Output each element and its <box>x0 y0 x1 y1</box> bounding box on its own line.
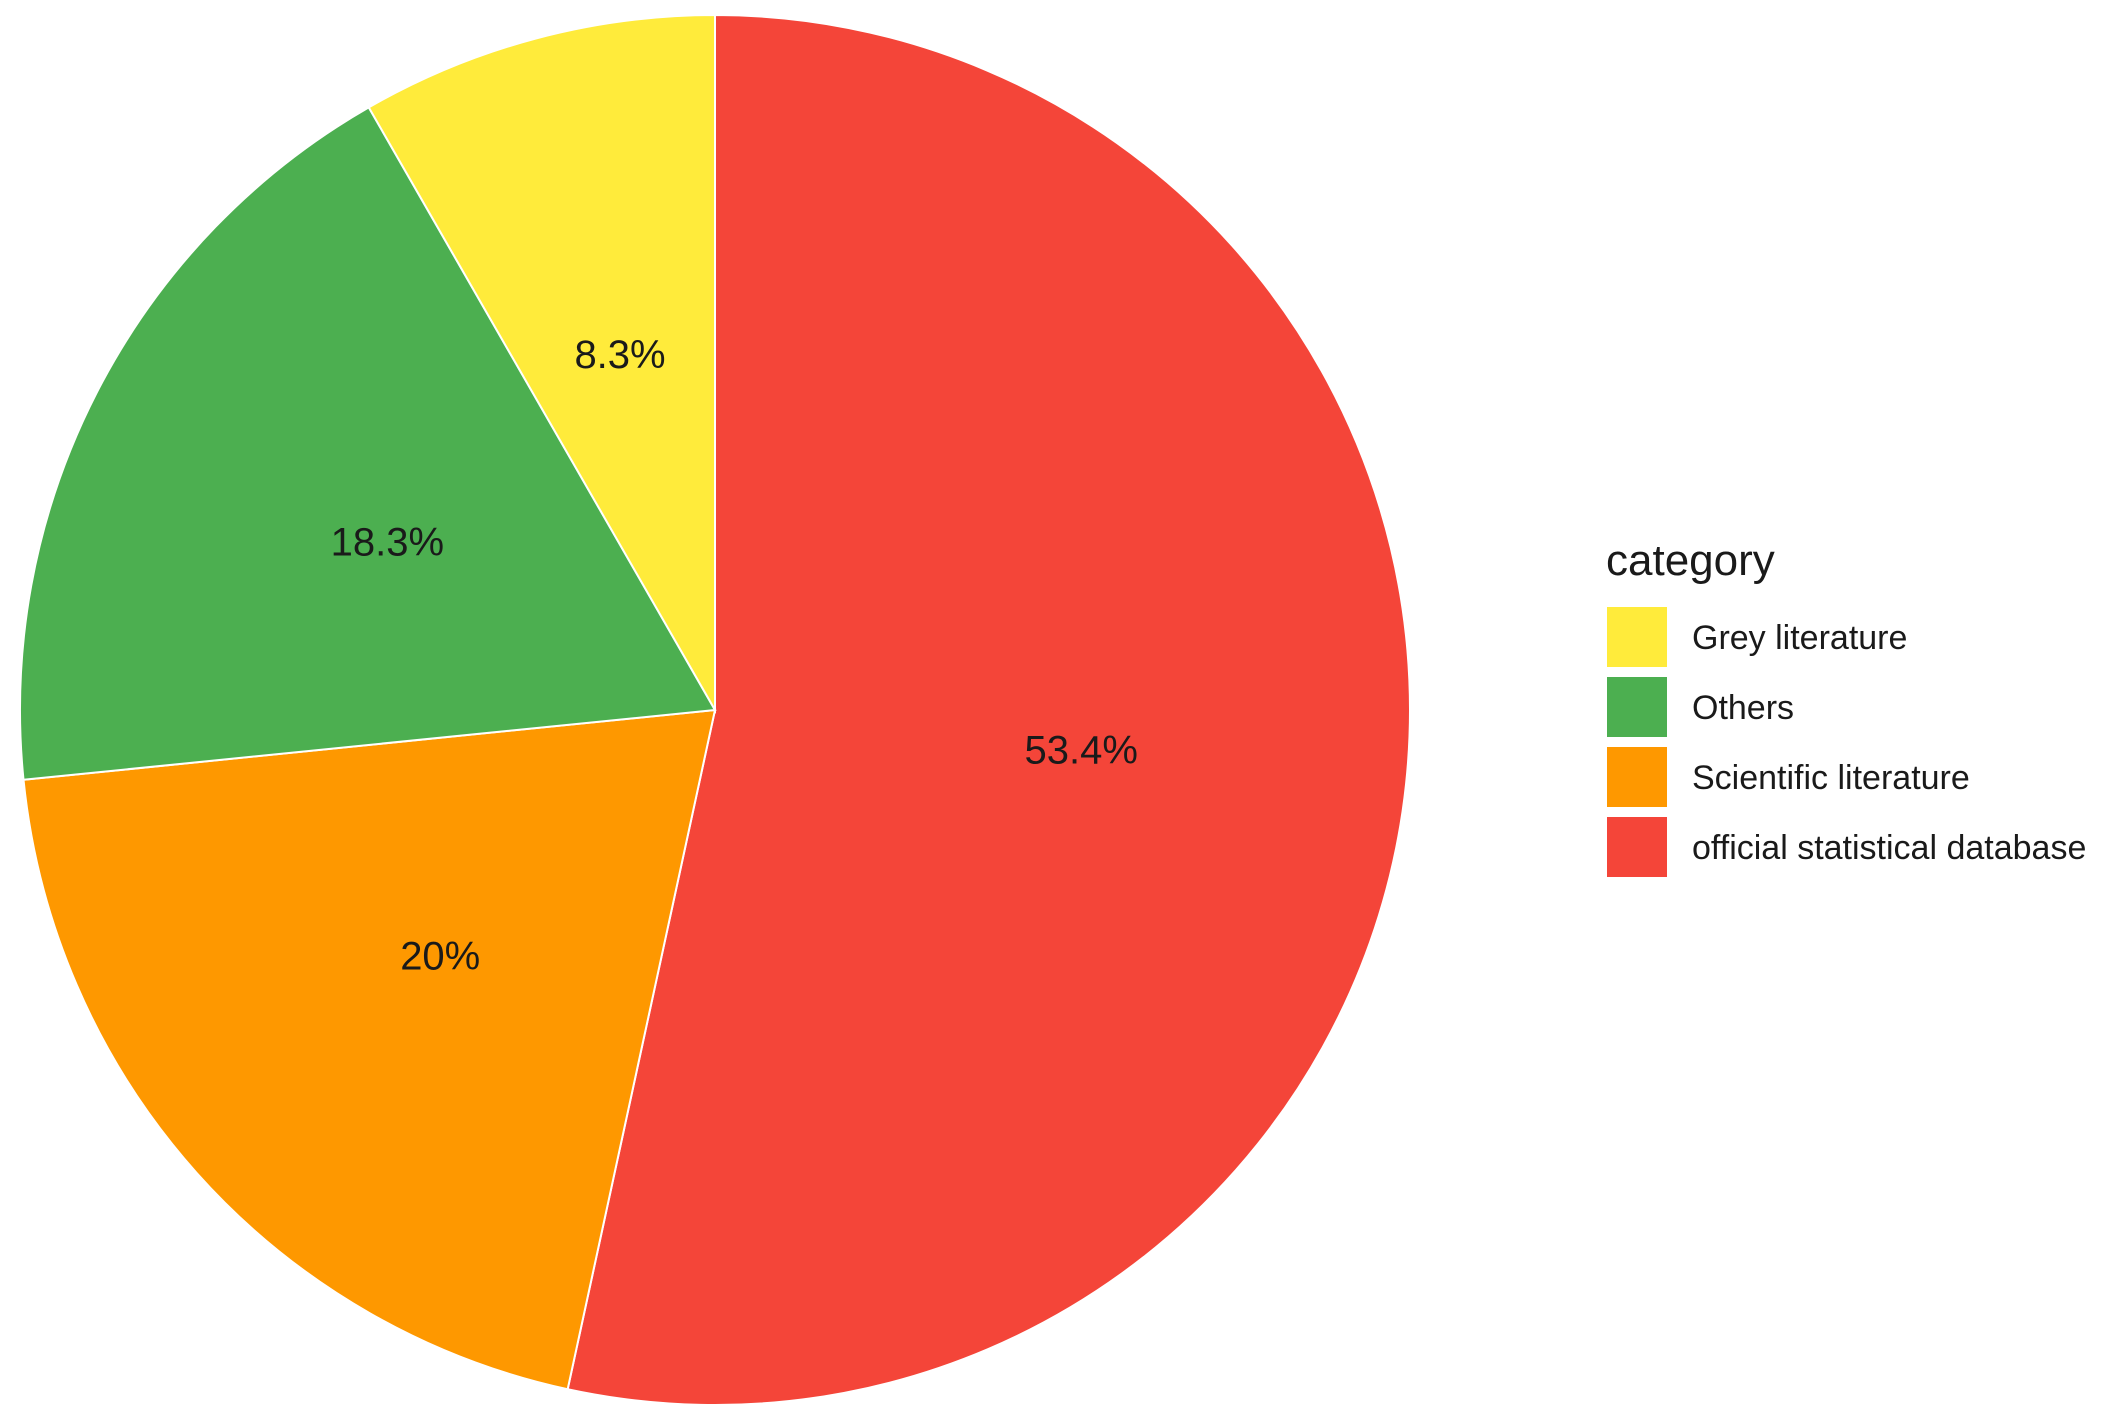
pie-slice-official-statistical-database <box>566 13 1412 1406</box>
pie-slice-scientific-literature <box>22 708 717 1391</box>
legend-label-official-statistical-database: official statistical database <box>1692 829 2086 867</box>
legend-item-official-statistical-database: official statistical database <box>1605 815 2086 879</box>
legend-item-grey-literature: Grey literature <box>1605 605 1907 669</box>
legend-label-grey-literature: Grey literature <box>1692 619 1907 657</box>
pie-slice-labels: 53.4% 20% 18.3% 8.3% <box>331 333 1138 978</box>
legend-swatch-scientific-literature <box>1605 745 1669 809</box>
legend-label-others: Others <box>1692 689 1794 727</box>
pie-slices <box>19 13 1412 1406</box>
slice-label-scientific-literature: 20% <box>400 934 480 978</box>
legend: category Grey literature Others Scientific… <box>1605 536 2086 879</box>
legend-swatch-others <box>1605 675 1669 739</box>
slice-label-others: 18.3% <box>331 521 444 565</box>
legend-swatch-official-statistical-database <box>1605 815 1669 879</box>
legend-items: Grey literature Others Scientific literatu… <box>1605 605 2086 879</box>
slice-label-official-statistical-database: 53.4% <box>1025 728 1138 772</box>
slice-label-grey-literature: 8.3% <box>574 333 665 377</box>
legend-title: category <box>1606 536 1775 585</box>
legend-label-scientific-literature: Scientific literature <box>1692 759 1970 797</box>
legend-item-scientific-literature: Scientific literature <box>1605 745 1970 809</box>
pie-slice-others <box>19 106 717 781</box>
pie-slice-grey-literature <box>367 13 716 714</box>
legend-swatch-grey-literature <box>1605 605 1669 669</box>
legend-item-others: Others <box>1605 675 1794 739</box>
